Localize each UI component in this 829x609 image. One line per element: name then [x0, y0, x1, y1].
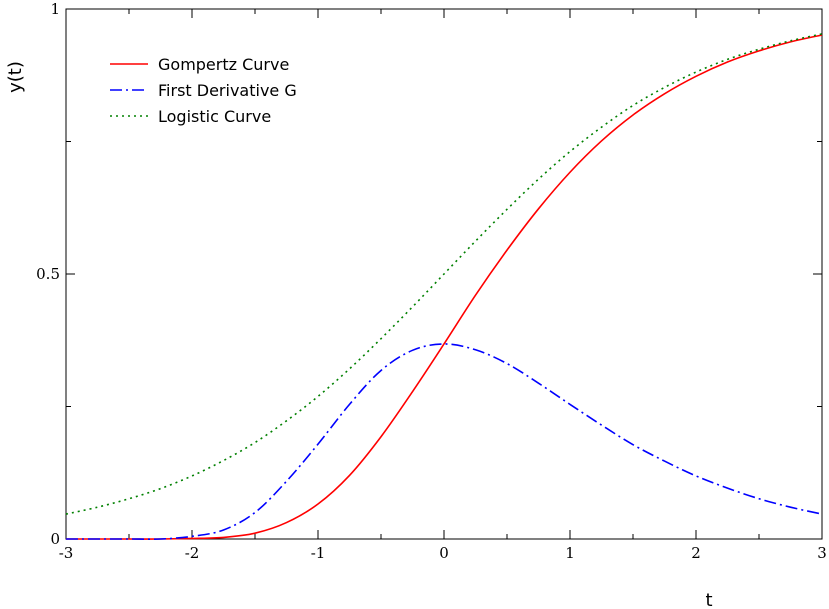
- x-tick-label: 2: [691, 544, 701, 562]
- y-axis-title: y(t): [5, 61, 26, 93]
- x-tick-label: 0: [439, 544, 449, 562]
- tick-labels: -3 -2 -1 0 1 2 3 0 0.5 1: [36, 0, 827, 562]
- axis-ticks: [65, 8, 823, 540]
- legend-label: First Derivative G: [158, 81, 297, 100]
- legend-label: Gompertz Curve: [158, 55, 289, 74]
- x-axis-title: t: [705, 590, 712, 609]
- y-tick-label: 0.5: [36, 265, 60, 283]
- x-tick-label: 1: [565, 544, 575, 562]
- series-line-first-derivative-g: [65, 343, 823, 540]
- y-tick-label: 0: [50, 530, 60, 548]
- legend-label: Logistic Curve: [158, 107, 271, 126]
- series-line-gompertz-curve: [65, 34, 823, 540]
- x-tick-label: -1: [311, 544, 326, 562]
- series-line-logistic-curve: [65, 33, 823, 515]
- y-tick-label: 1: [50, 0, 60, 18]
- x-tick-label: -2: [185, 544, 200, 562]
- legend: Gompertz Curve First Derivative G Logistic…: [110, 55, 297, 126]
- x-tick-label: -3: [59, 544, 74, 562]
- x-tick-label: 3: [817, 544, 827, 562]
- series-lines: [65, 33, 823, 540]
